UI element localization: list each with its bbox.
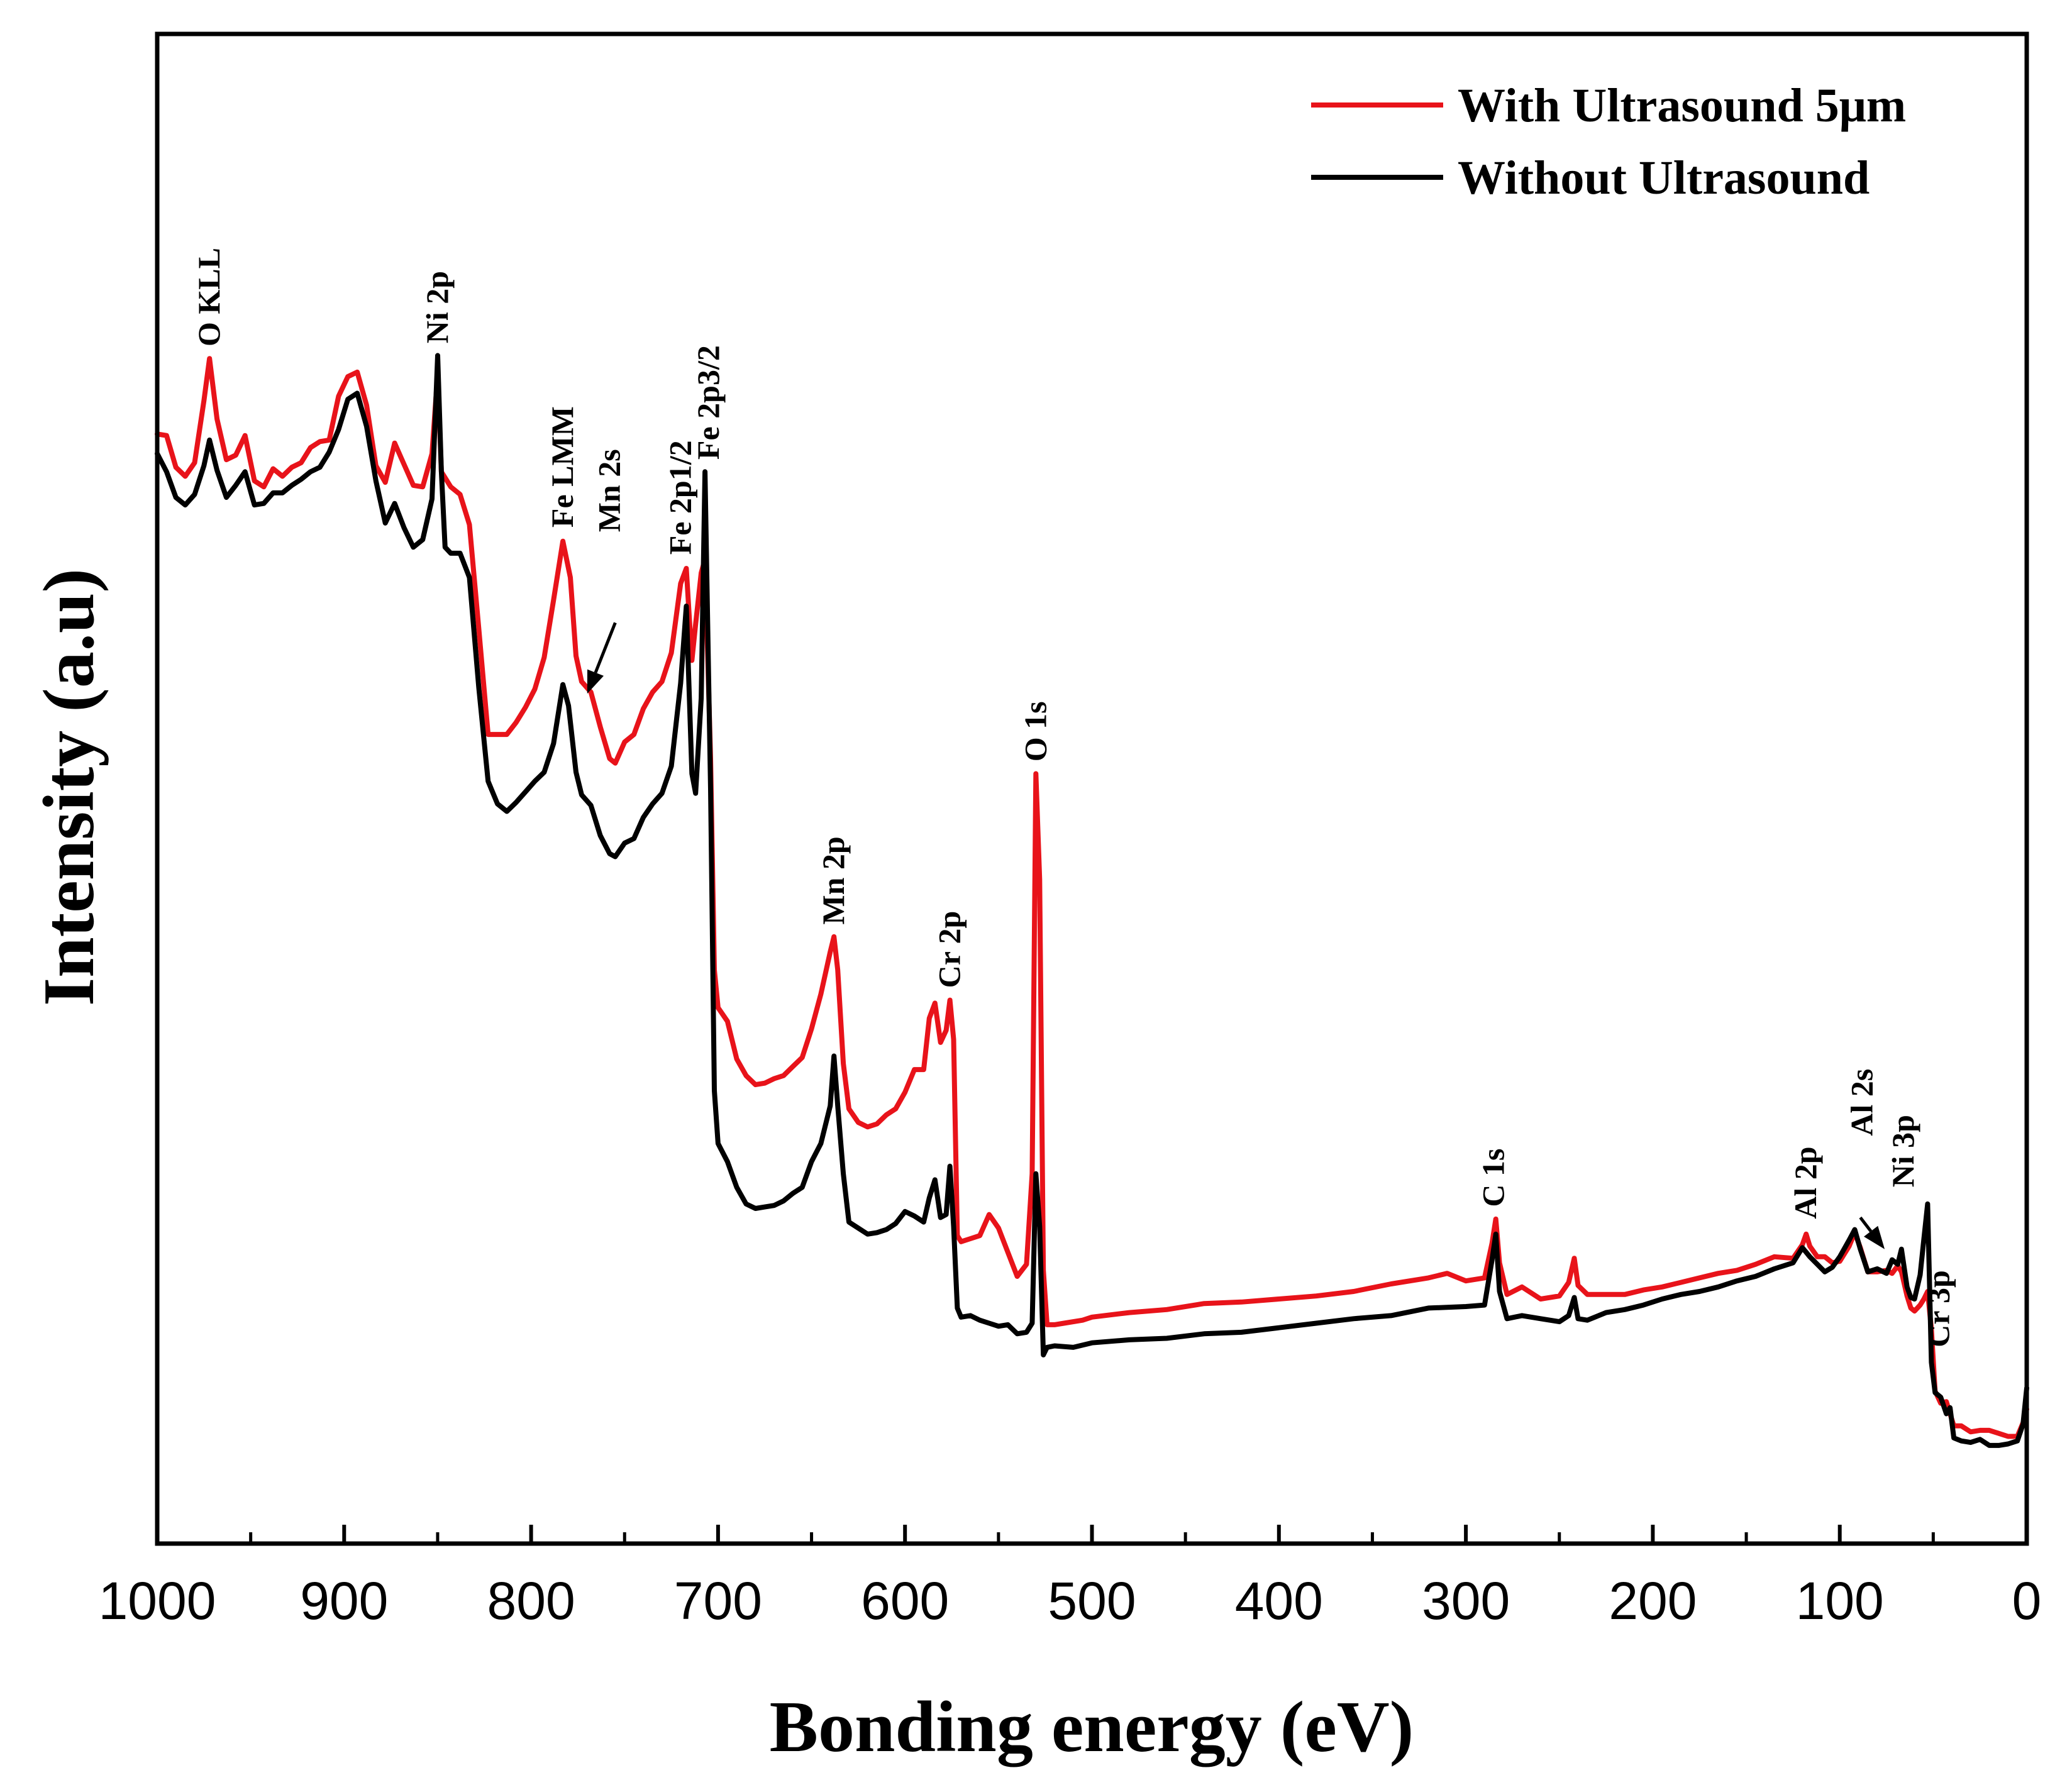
peak-label-c-1s: C 1s (1476, 1149, 1511, 1207)
legend-label-without-ultrasound: Without Ultrasound (1458, 152, 1870, 204)
peak-label-al-2s: Al 2s (1844, 1069, 1879, 1136)
x-axis-title: Bonding energy (eV) (770, 1687, 1414, 1767)
series-lines (155, 353, 2029, 1448)
peak-label-al-2p: Al 2p (1788, 1146, 1823, 1219)
y-axis-title: Intensity (a.u) (29, 568, 109, 1006)
x-tick-label: 600 (861, 1571, 949, 1630)
peak-label-fe-2p3-2: Fe 2p3/2 (690, 345, 726, 460)
x-tick-label: 700 (674, 1571, 762, 1630)
peak-label-mn-2p: Mn 2p (816, 836, 851, 924)
x-tick-label: 400 (1235, 1571, 1323, 1630)
legend: With Ultrasound 5μm Without Ultrasound (1311, 79, 1906, 204)
x-tick-label: 900 (300, 1571, 388, 1630)
x-tick-label: 100 (1796, 1571, 1884, 1630)
peak-label-cr-3p: Cr 3p (1920, 1270, 1956, 1347)
annotation-arrow-mn-2s (587, 622, 617, 694)
peak-label-cr-2p: Cr 2p (932, 911, 967, 988)
peak-annotations: O KLL Ni 2p Fe LMM Mn 2s Fe 2p1/2Fe 2p3/2 O 1… (191, 248, 1956, 1347)
peak-label-o-1s: O 1s (1017, 701, 1053, 761)
peak-label-fe-lmm: Fe LMM (545, 406, 580, 528)
x-tick-label: 0 (2012, 1571, 2042, 1630)
peak-label-mn-2s: Mn 2s (592, 449, 627, 532)
legend-label-with-ultrasound: With Ultrasound 5μm (1458, 79, 1906, 132)
arrow-head (587, 669, 604, 694)
x-tick-label: 1000 (99, 1571, 216, 1630)
x-tick-label: 500 (1048, 1571, 1136, 1630)
peak-label-o-kll: O KLL (191, 248, 226, 346)
x-tick-label: 800 (487, 1571, 575, 1630)
x-tick-label: 300 (1422, 1571, 1510, 1630)
arrow-shaft (594, 622, 617, 673)
x-tick-label: 200 (1609, 1571, 1697, 1630)
series-line-without-ultrasound (155, 353, 2029, 1448)
peak-label-fe-2p1-2: Fe 2p1/2 (662, 440, 697, 555)
annotation-arrow-al-2s (1859, 1216, 1885, 1249)
peak-label-ni-3p: Ni 3p (1885, 1115, 1920, 1187)
arrow-head (1864, 1225, 1885, 1249)
peak-label-ni-2p: Ni 2p (419, 271, 455, 343)
arrow-shaft (1859, 1216, 1873, 1232)
x-axis: 1000 900 800 700 600 500 400 300 200 100 0 (99, 1525, 2042, 1630)
